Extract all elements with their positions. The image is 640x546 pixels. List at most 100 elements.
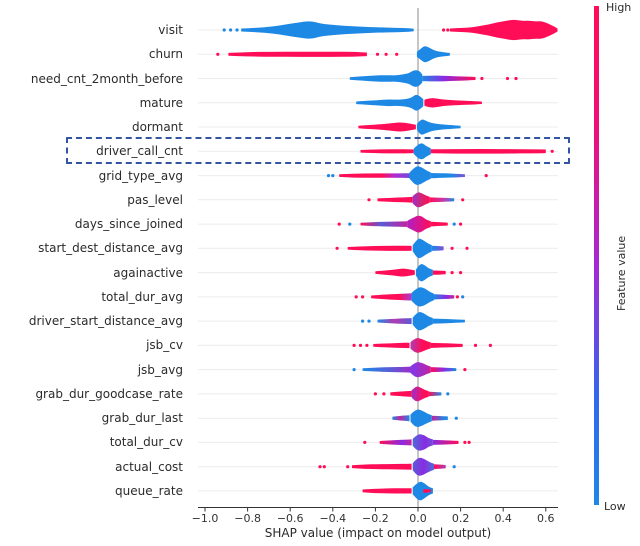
shap-dot	[367, 319, 371, 323]
colorbar-title: Feature value	[615, 235, 628, 311]
shap-dot	[484, 174, 488, 178]
shap-distribution-band	[411, 386, 429, 402]
shap-distribution-band	[428, 391, 442, 397]
shap-distribution-band	[409, 166, 431, 185]
feature-label-need_cnt_2month_before: need_cnt_2month_before	[30, 71, 183, 86]
feature-label-dormant: dormant	[131, 120, 183, 135]
shap-dot	[505, 76, 510, 81]
shap-distribution-band	[377, 196, 413, 203]
shap-distribution-band	[358, 122, 416, 132]
shap-distribution-band	[412, 192, 430, 208]
shap-distribution-band	[416, 46, 450, 63]
shap-distribution-band	[410, 338, 431, 353]
feature-label-queue_rate: queue_rate	[115, 483, 183, 498]
shap-distribution-band	[349, 70, 423, 87]
shap-distribution-band	[352, 463, 412, 470]
shap-dot	[348, 222, 352, 226]
feature-label-grab_dur_last: grab_dur_last	[101, 411, 183, 426]
shap-distribution-band	[413, 143, 431, 160]
shap-dot	[450, 271, 454, 275]
shap-distribution-band	[422, 75, 476, 82]
x-tick-label: −0.2	[362, 512, 389, 525]
shap-dot	[326, 174, 331, 178]
shap-distribution-band	[423, 489, 431, 493]
shap-dot	[367, 198, 371, 202]
feature-label-driver_call_cnt: driver_call_cnt	[96, 144, 183, 159]
shap-distribution-band	[373, 342, 410, 349]
shap-distribution-band	[430, 342, 463, 348]
feature-label-actual_cost: actual_cost	[115, 459, 183, 474]
shap-dot	[354, 295, 358, 299]
shap-distribution-band	[362, 366, 411, 373]
feature-label-churn: churn	[148, 47, 183, 62]
x-tick-label: 0.2	[451, 512, 470, 525]
shap-dot	[454, 416, 458, 420]
x-tick-label: −0.8	[234, 512, 261, 525]
feature-label-driver_start_distance_avg: driver_start_distance_avg	[28, 314, 183, 329]
feature-label-pas_level: pas_level	[127, 192, 183, 207]
feature-label-grid_type_avg: grid_type_avg	[98, 168, 183, 183]
shap-dot	[222, 28, 226, 32]
highlight-box	[66, 137, 570, 164]
shap-distribution-band	[347, 245, 412, 251]
shap-dot	[229, 28, 233, 32]
shap-distribution-band	[412, 457, 434, 476]
shap-dot	[375, 52, 380, 56]
shap-distribution-band	[390, 390, 412, 397]
shap-dot	[216, 52, 220, 56]
shap-dot	[361, 295, 365, 299]
x-axis-title: SHAP value (impact on model output)	[264, 526, 492, 540]
shap-dot	[463, 440, 467, 444]
shap-dot	[459, 222, 463, 226]
shap-distribution-band	[360, 149, 414, 154]
shap-distribution-band	[431, 245, 444, 251]
shap-distribution-band	[410, 409, 432, 427]
shap-dot	[322, 465, 326, 469]
shap-distribution-band	[362, 488, 412, 494]
shap-distribution-band	[371, 293, 412, 301]
shap-distribution-band	[412, 481, 433, 501]
shap-dot	[465, 246, 469, 250]
shap-dot	[395, 52, 399, 56]
feature-label-days_since_joined: days_since_joined	[74, 217, 183, 232]
shap-dot	[382, 392, 386, 396]
shap-distribution-band	[410, 362, 431, 378]
shap-dot	[331, 174, 335, 178]
shap-dot	[473, 343, 478, 347]
shap-distribution-band	[430, 173, 465, 179]
x-tick-label: 0.6	[537, 512, 555, 525]
feature-label-visit: visit	[158, 23, 183, 37]
shap-dot	[450, 246, 454, 250]
shap-distribution-band	[416, 119, 461, 135]
feature-label-start_dest_distance_avg: start_dest_distance_avg	[38, 241, 183, 256]
shap-dot	[461, 295, 465, 299]
shap-dot	[442, 28, 446, 32]
shap-dot	[514, 76, 518, 81]
shap-distribution-band	[228, 51, 367, 57]
shap-distribution-band	[241, 21, 414, 39]
shap-dot	[480, 76, 484, 81]
feature-label-grab_dur_goodcase_rate: grab_dur_goodcase_rate	[35, 386, 183, 401]
shap-dot	[455, 295, 459, 299]
shap-distribution-band	[407, 215, 431, 233]
feature-label-jsb_cv: jsb_cv	[146, 338, 183, 353]
shap-distribution-band	[415, 264, 433, 282]
shap-distribution-band	[412, 434, 433, 451]
shap-distribution-band	[432, 318, 465, 324]
shap-dot	[318, 465, 322, 469]
shap-distribution-band	[424, 98, 482, 108]
feature-label-jsb_avg: jsb_avg	[137, 362, 183, 377]
shap-dot	[373, 392, 377, 396]
shap-dot	[335, 246, 339, 250]
shap-dot	[459, 271, 463, 275]
feature-label-total_dur_avg: total_dur_avg	[101, 289, 183, 304]
x-tick-label: 0.0	[409, 512, 427, 525]
x-tick-label: −0.4	[319, 512, 347, 525]
colorbar-high-label: High	[606, 1, 632, 14]
shap-distribution-band	[429, 197, 455, 203]
shap-distribution-band	[377, 318, 412, 325]
shap-dot	[358, 343, 363, 347]
shap-distribution-band	[432, 270, 446, 275]
